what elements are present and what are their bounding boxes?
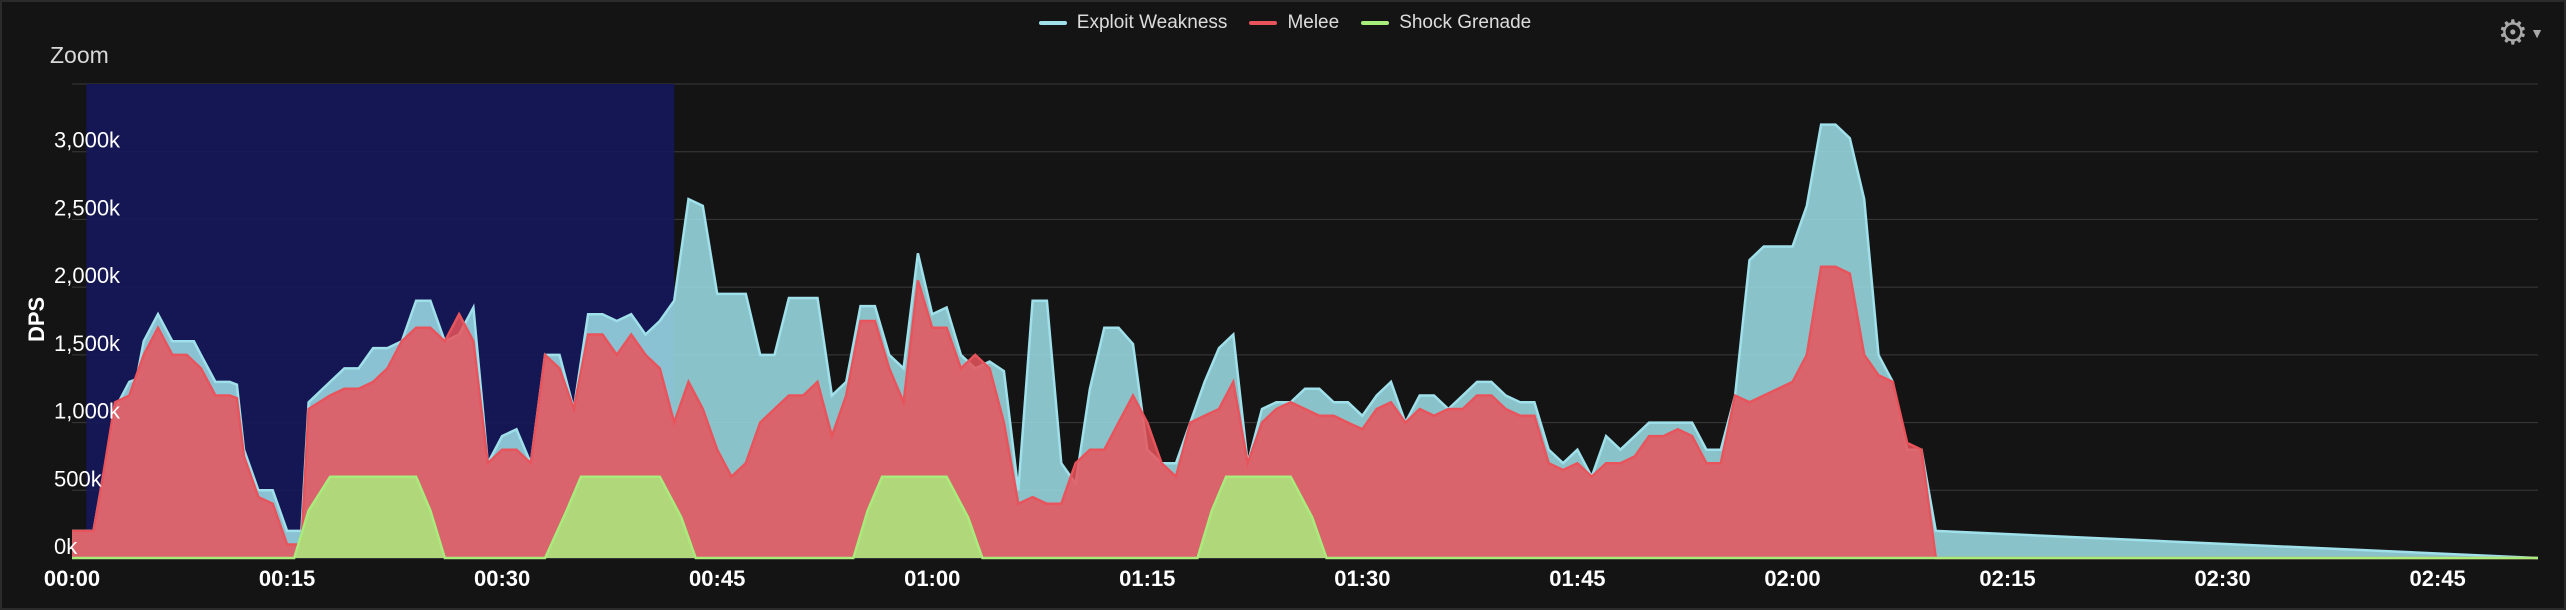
gear-icon: ⚙ bbox=[2497, 14, 2529, 52]
legend-item-shock-grenade[interactable]: Shock Grenade bbox=[1361, 12, 1531, 34]
series-area-melee bbox=[72, 266, 2538, 558]
legend-label: Shock Grenade bbox=[1399, 12, 1532, 33]
x-tick-label: 01:00 bbox=[904, 566, 960, 591]
x-tick-label: 01:15 bbox=[1119, 566, 1175, 591]
y-tick-label: 0k bbox=[54, 534, 78, 559]
x-tick-label: 02:45 bbox=[2409, 566, 2465, 591]
x-tick-label: 01:45 bbox=[1549, 566, 1605, 591]
series-area-shock-grenade bbox=[72, 476, 2538, 558]
legend-label: Melee bbox=[1287, 12, 1340, 33]
x-tick-label: 01:30 bbox=[1334, 566, 1390, 591]
series-line-melee bbox=[72, 265, 2538, 560]
series-areas bbox=[72, 123, 2539, 560]
legend: Exploit Weakness Melee Shock Grenade bbox=[2, 12, 2566, 34]
x-axis-ticks: 00:00 00:15 00:30 00:45 01:00 01:15 01:30 01:45… bbox=[44, 566, 2466, 591]
y-tick-label: 1,000k bbox=[54, 399, 121, 424]
series-line-shock-grenade bbox=[72, 475, 2538, 560]
legend-item-exploit-weakness[interactable]: Exploit Weakness bbox=[1038, 12, 1228, 34]
zoom-label: Zoom bbox=[50, 42, 109, 68]
x-tick-label: 02:30 bbox=[2194, 566, 2250, 591]
y-tick-label: 3,000k bbox=[54, 128, 121, 153]
series-line-exploit-weakness bbox=[72, 123, 2539, 560]
legend-swatch bbox=[1038, 21, 1067, 25]
x-tick-label: 00:00 bbox=[44, 566, 100, 591]
legend-swatch bbox=[1361, 21, 1390, 25]
legend-swatch bbox=[1249, 21, 1278, 25]
y-tick-label: 500k bbox=[54, 466, 103, 491]
chevron-down-icon: ▼ bbox=[2530, 25, 2544, 41]
y-tick-label: 2,000k bbox=[54, 263, 121, 288]
x-tick-label: 00:15 bbox=[259, 566, 315, 591]
y-axis-label: DPS bbox=[24, 296, 49, 342]
x-tick-label: 00:45 bbox=[689, 566, 745, 591]
legend-label: Exploit Weakness bbox=[1076, 12, 1228, 33]
y-axis-ticks: 0k 500k 1,000k 1,500k 2,000k 2,500k 3,000k bbox=[54, 128, 121, 559]
settings-button[interactable]: ⚙ ▼ bbox=[2498, 16, 2544, 50]
legend-item-melee[interactable]: Melee bbox=[1249, 12, 1339, 34]
x-tick-label: 00:30 bbox=[474, 566, 530, 591]
x-tick-label: 02:15 bbox=[1979, 566, 2035, 591]
y-tick-label: 2,500k bbox=[54, 195, 121, 220]
x-tick-label: 02:00 bbox=[1764, 566, 1820, 591]
y-tick-label: 1,500k bbox=[54, 331, 121, 356]
